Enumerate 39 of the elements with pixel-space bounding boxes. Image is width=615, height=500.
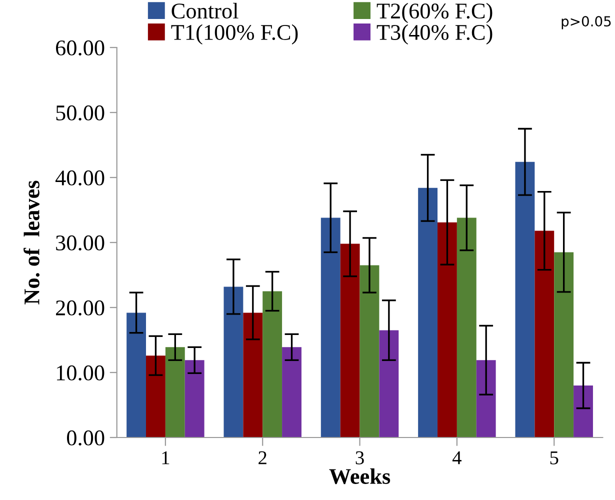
bar [243, 312, 263, 438]
y-tick-label: 30.00 [56, 235, 104, 251]
y-tick-label: 20.00 [56, 300, 104, 316]
bar [456, 218, 476, 438]
x-axis-title: Weeks [329, 468, 390, 484]
bar [515, 162, 535, 438]
bar [574, 386, 593, 438]
bar [534, 230, 554, 438]
bar [554, 252, 574, 438]
bar [360, 265, 380, 438]
bar [320, 218, 340, 438]
x-tick-label: 3 [356, 451, 364, 464]
bar [184, 360, 204, 438]
bar [476, 360, 496, 438]
bar [282, 347, 302, 438]
x-tick-label: 4 [452, 451, 462, 464]
bar [165, 347, 185, 438]
y-tick-label: 50.00 [56, 105, 104, 121]
text: p>0.05 [562, 16, 611, 30]
bar [262, 291, 282, 438]
bar [418, 188, 438, 438]
bar [340, 244, 360, 438]
legend-label: Control [172, 2, 238, 19]
legend-label: T3(40% F.C) [376, 24, 492, 44]
legend-label: T2(60% F.C) [376, 2, 492, 24]
bar [146, 356, 166, 438]
bar [379, 330, 399, 438]
bar [126, 312, 146, 438]
y-tick-label: 0.00 [67, 430, 104, 446]
y-tick-label: 60.00 [56, 40, 104, 56]
y-axis-title: No. of leaves [24, 180, 40, 304]
x-tick-label: 2 [258, 451, 266, 464]
bar [224, 286, 244, 438]
y-tick-label: 10.00 [57, 365, 104, 381]
legend-label: T1(100% F.C) [171, 24, 298, 44]
bar [438, 222, 457, 438]
x-tick-label: 5 [550, 451, 558, 464]
y-tick-label: 40.00 [55, 170, 104, 186]
x-tick-label: 1 [162, 451, 170, 464]
